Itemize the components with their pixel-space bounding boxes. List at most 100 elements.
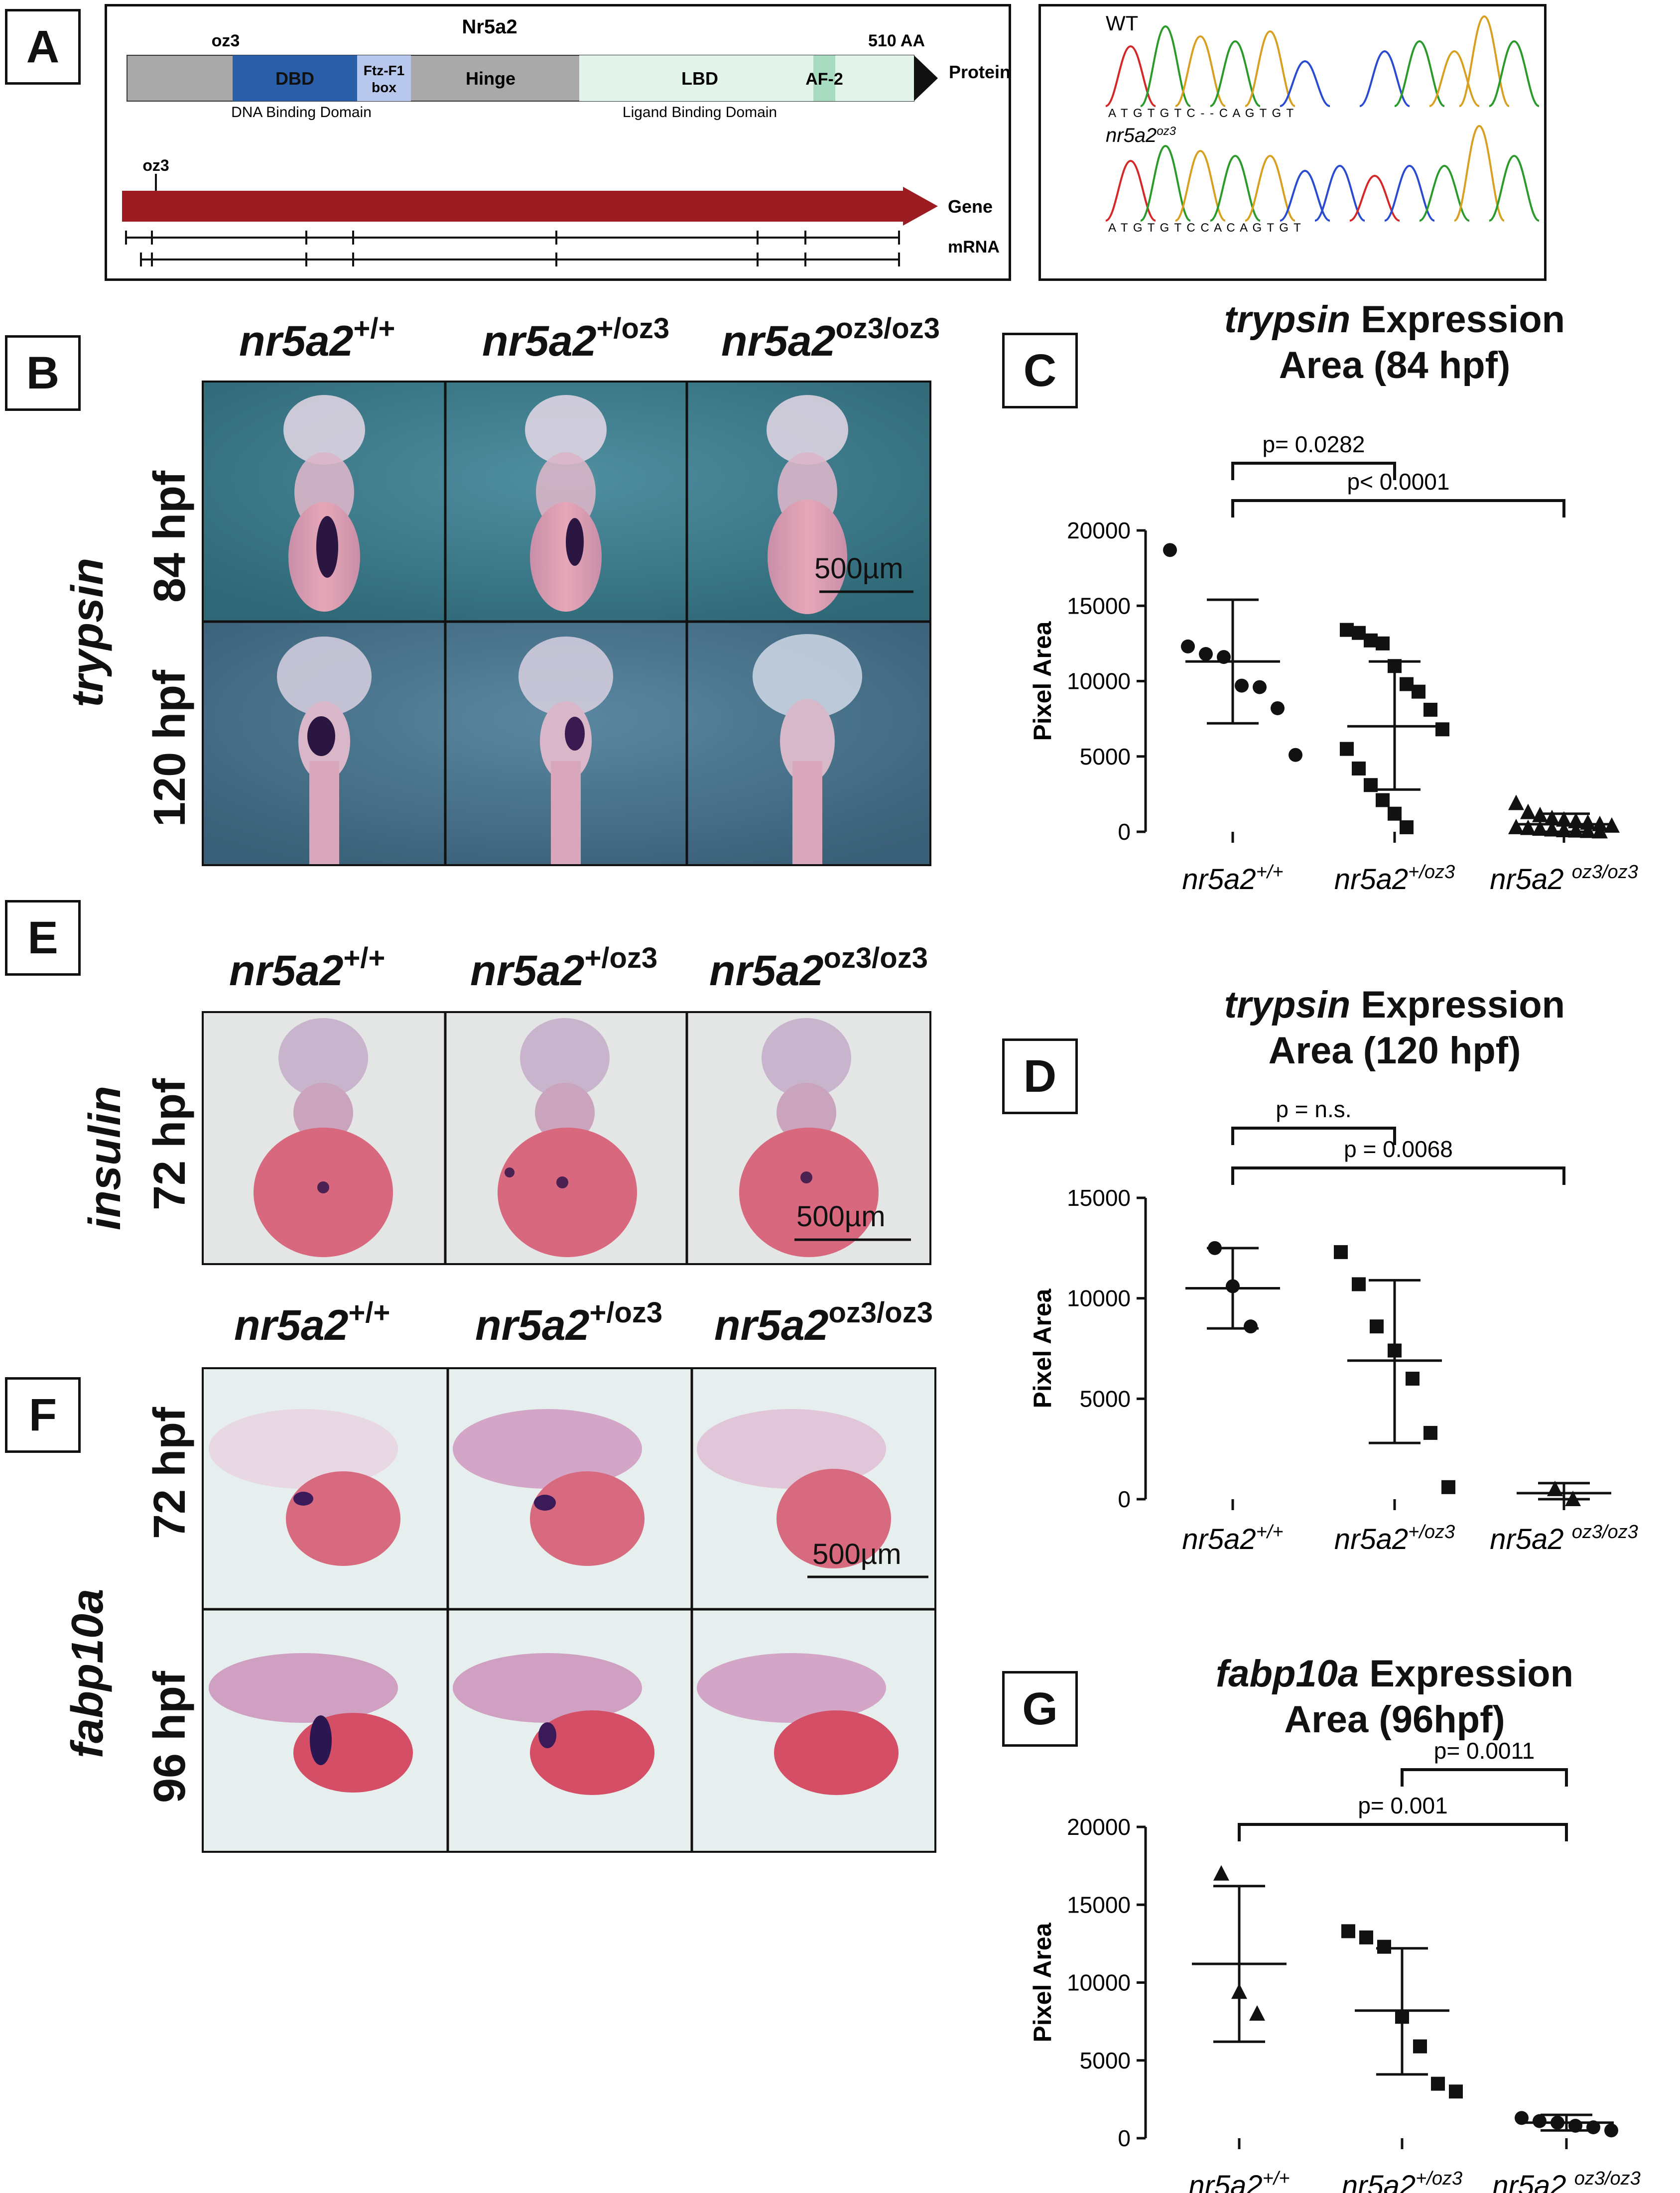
panel-label-a: A bbox=[5, 9, 81, 85]
mut-trace bbox=[1105, 125, 1540, 222]
embryo-b-84-wt bbox=[283, 395, 365, 612]
p-value-label: p< 0.0001 bbox=[1347, 469, 1450, 495]
embryo-b-120-wt bbox=[277, 637, 372, 864]
chart-c-title: trypsin Expression Area (84 hpf) bbox=[1224, 298, 1565, 387]
data-point bbox=[1340, 623, 1354, 637]
data-point bbox=[1213, 1865, 1229, 1881]
data-point bbox=[1217, 650, 1231, 664]
embryo-f-72-wt bbox=[209, 1409, 400, 1566]
data-point bbox=[1568, 822, 1584, 838]
data-point bbox=[1604, 2123, 1618, 2138]
protein-arrow bbox=[914, 55, 938, 101]
y-tick-label: 20000 bbox=[1067, 517, 1131, 543]
data-point bbox=[1508, 818, 1524, 834]
chart-c: 0 5000 10000 15000 20000 Pixel Area nr5a2+/+ nr… bbox=[1029, 431, 1638, 896]
panel-b-row-120hpf: 120 hpf bbox=[145, 669, 195, 827]
genotype-header-e-het: nr5a2+/oz3 bbox=[470, 942, 658, 995]
x-tick-label: nr5a2 oz3/oz3 bbox=[1490, 862, 1638, 896]
scalebar-e-label: 500µm bbox=[796, 1200, 886, 1233]
p-value-label: p= 0.0011 bbox=[1434, 1738, 1535, 1764]
data-point bbox=[1364, 778, 1378, 792]
wt-trace-label: WT bbox=[1106, 11, 1138, 35]
y-tick-label: 0 bbox=[1118, 819, 1131, 845]
p-value-label: p= 0.0282 bbox=[1263, 431, 1365, 457]
panel-label-e: E bbox=[5, 900, 81, 976]
embryo-f-96-wt bbox=[209, 1653, 413, 1793]
lbd-domain bbox=[579, 55, 914, 101]
significance-bracket bbox=[1231, 462, 1396, 480]
embryo-f-96-het bbox=[453, 1653, 654, 1795]
data-point bbox=[1235, 678, 1249, 693]
data-point bbox=[1586, 2120, 1600, 2135]
data-point bbox=[1377, 1939, 1391, 1954]
panel-label-c: C bbox=[1002, 333, 1078, 408]
data-point bbox=[1544, 821, 1560, 837]
embryo-f-72-het bbox=[453, 1409, 645, 1566]
y-tick-label: 10000 bbox=[1067, 668, 1131, 694]
data-point bbox=[1352, 761, 1366, 775]
y-tick-label: 5000 bbox=[1080, 2048, 1131, 2073]
data-point bbox=[1532, 806, 1548, 822]
embryo-f-72-hom bbox=[697, 1409, 891, 1568]
data-point bbox=[1364, 633, 1378, 647]
y-tick-label: 15000 bbox=[1067, 1892, 1131, 1918]
data-point bbox=[1423, 1425, 1437, 1440]
genotype-header-f-het: nr5a2+/oz3 bbox=[475, 1296, 663, 1349]
data-point bbox=[1400, 820, 1414, 834]
x-tick-label: nr5a2 oz3/oz3 bbox=[1490, 1522, 1638, 1549]
data-point bbox=[1352, 1277, 1366, 1291]
gene-row-label: Gene bbox=[948, 196, 993, 217]
trypsin-embryos-svg bbox=[204, 383, 929, 864]
y-tick-label: 15000 bbox=[1067, 593, 1131, 619]
trypsin-micrograph-grid: 500µm bbox=[202, 381, 931, 866]
panel-label-f: F bbox=[5, 1377, 81, 1453]
p-value-label: p = 0.0068 bbox=[1344, 1136, 1453, 1162]
data-point bbox=[1388, 1343, 1402, 1358]
af2-label: AF-2 bbox=[805, 70, 843, 89]
genotype-header-e-wt: nr5a2+/+ bbox=[229, 942, 386, 995]
embryo-b-84-het bbox=[525, 395, 607, 612]
p-value-label: p = n.s. bbox=[1276, 1096, 1351, 1122]
scalebar-f-label: 500µm bbox=[812, 1538, 902, 1570]
panel-f-gene-label: fabp10a bbox=[63, 1588, 113, 1758]
data-point bbox=[1547, 1480, 1563, 1496]
fabp10a-micrograph-grid: 500µm bbox=[202, 1367, 936, 1853]
panel-e-row-72hpf: 72 hpf bbox=[145, 1078, 195, 1210]
p-value-label: p= 0.001 bbox=[1358, 1793, 1447, 1818]
data-point bbox=[1604, 817, 1620, 833]
data-point bbox=[1556, 811, 1572, 827]
data-point bbox=[1253, 680, 1267, 694]
x-tick-label: nr5a2+/oz3 bbox=[1342, 2168, 1462, 2193]
gene-arrow bbox=[903, 187, 938, 226]
chromatogram-svg: WT A T G T G T C - - C A G T G T nr5a2oz… bbox=[1105, 11, 1540, 235]
data-point bbox=[1435, 722, 1449, 737]
data-point bbox=[1249, 2005, 1265, 2021]
data-point bbox=[1515, 2111, 1529, 2125]
y-tick-label: 0 bbox=[1118, 1486, 1131, 1512]
data-point bbox=[1181, 639, 1195, 653]
x-tick-label: nr5a2+/+ bbox=[1182, 1522, 1283, 1549]
genotype-header-b-hom: nr5a2oz3/oz3 bbox=[721, 312, 940, 365]
data-point bbox=[1592, 823, 1608, 839]
data-point bbox=[1520, 819, 1536, 835]
genotype-header-f-wt: nr5a2+/+ bbox=[234, 1296, 390, 1349]
panel-label-d: D bbox=[1002, 1038, 1078, 1114]
y-axis-label: Pixel Area bbox=[1029, 1288, 1056, 1408]
chromatogram-panel: WT A T G T G T C - - C A G T G T nr5a2oz… bbox=[1038, 4, 1547, 281]
mut-trace-label: nr5a2oz3 bbox=[1106, 125, 1176, 146]
y-tick-label: 10000 bbox=[1067, 1286, 1131, 1311]
data-point bbox=[1431, 2076, 1445, 2091]
chart-g-title: fabp10a Expression Area (96hpf) bbox=[1215, 1653, 1574, 1741]
chart-g: 0 5000 10000 15000 20000 Pixel Area nr5a2+/+ nr… bbox=[1029, 1738, 1641, 2193]
data-point bbox=[1340, 742, 1354, 756]
insulin-embryos-svg bbox=[254, 1013, 911, 1263]
data-point bbox=[1376, 636, 1390, 650]
data-point bbox=[1413, 2039, 1427, 2054]
data-point bbox=[1544, 809, 1560, 825]
af2-domain bbox=[813, 55, 835, 101]
panel-label-b: B bbox=[5, 335, 81, 411]
data-point bbox=[1359, 1930, 1373, 1944]
y-tick-label: 0 bbox=[1118, 2125, 1131, 2151]
significance-bracket bbox=[1238, 1823, 1568, 1841]
embryo-b-120-het bbox=[518, 637, 613, 864]
